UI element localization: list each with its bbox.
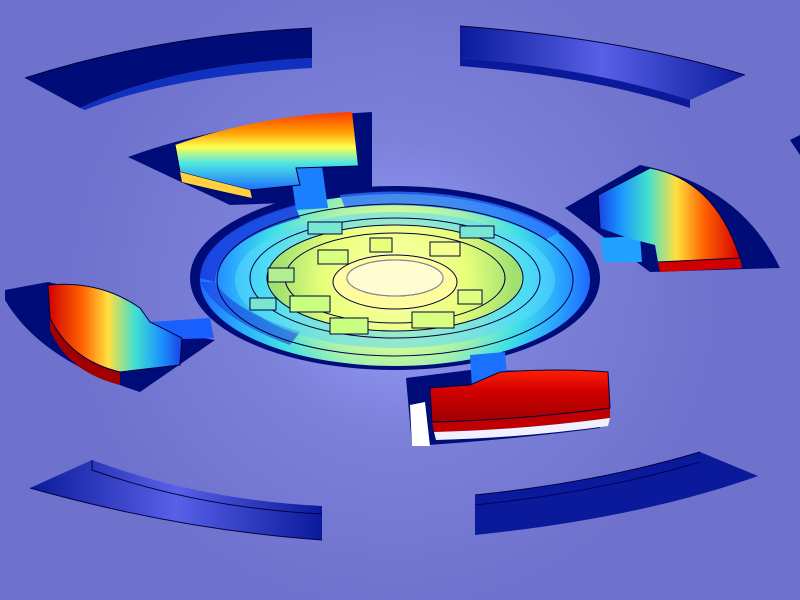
outer-arc-right-edge — [790, 135, 800, 155]
pocket-bottom-gap — [410, 402, 430, 446]
proof-mass-top — [174, 112, 359, 199]
proof-mass-right — [597, 167, 742, 272]
outer-arc-bottom-right — [474, 451, 758, 535]
proof-mass-bottom — [429, 369, 611, 440]
central-resonator — [190, 186, 600, 370]
beam-right — [600, 236, 642, 262]
outer-arc-bottom-left — [29, 460, 323, 541]
beam-top — [290, 166, 328, 210]
outer-arc-top-left — [24, 27, 313, 110]
proof-mass-left — [47, 283, 183, 385]
outer-arc-top-right — [459, 25, 746, 108]
